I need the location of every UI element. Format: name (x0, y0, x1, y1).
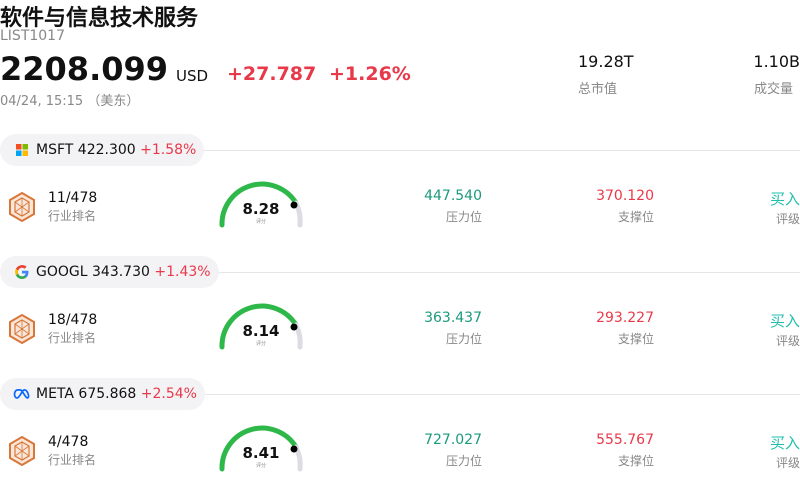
rank-label: 行业排名 (48, 209, 97, 223)
score: 8.41 (242, 444, 280, 462)
stat-label: 成交量 (754, 82, 794, 97)
separator (200, 272, 800, 273)
currency: USD (176, 67, 209, 85)
resistance: 363.437 (424, 310, 482, 326)
stat-value: 19.28T (578, 52, 634, 71)
stock-price: 343.730 (92, 264, 150, 280)
time: 04/24, 15:15 （美东） (0, 94, 140, 109)
support-label: 支撑位 (617, 210, 654, 224)
stat-value: 1.10B (753, 52, 800, 71)
support-label: 支撑位 (617, 332, 654, 346)
score: 8.14 (242, 322, 280, 340)
price: 2208.099 (0, 50, 169, 88)
gauge (216, 303, 306, 357)
support: 555.767 (596, 432, 654, 448)
stock-tag[interactable]: META 675.868 +2.54% (0, 378, 205, 410)
logo (12, 264, 32, 280)
rating-label: 评级 (775, 212, 800, 226)
stock-tag[interactable]: MSFT 422.300 +1.58% (0, 134, 205, 166)
change: +27.787 (227, 63, 317, 85)
resistance-label: 压力位 (445, 332, 482, 346)
gauge (216, 181, 306, 235)
support: 370.120 (596, 188, 654, 204)
rank-icon (8, 313, 36, 348)
gauge (216, 425, 306, 479)
stock-change: +1.43% (154, 264, 211, 280)
rating: 买入 (769, 434, 800, 452)
rating: 买入 (769, 312, 800, 330)
stat-label: 总市值 (578, 82, 618, 97)
ticker: META (36, 386, 74, 402)
resistance-label: 压力位 (445, 210, 482, 224)
stock-change: +1.58% (140, 142, 197, 158)
support-label: 支撑位 (617, 454, 654, 468)
rating-label: 评级 (775, 334, 800, 348)
score-label: 评分 (255, 463, 266, 469)
rank-icon (8, 435, 36, 470)
logo (12, 388, 32, 400)
rank: 18/478 (48, 312, 98, 328)
rating: 买入 (769, 190, 800, 208)
stock-price: 675.868 (78, 386, 137, 402)
rank: 4/478 (48, 434, 89, 450)
ticker: MSFT (36, 142, 74, 158)
stock-tag[interactable]: GOOGL 343.730 +1.43% (0, 256, 219, 288)
score-label: 评分 (255, 341, 266, 347)
separator (200, 150, 800, 151)
score: 8.28 (242, 200, 280, 218)
score-label: 评分 (255, 219, 266, 225)
stock-price: 422.300 (77, 142, 136, 158)
rank: 11/478 (48, 190, 98, 206)
title: 软件与信息技术服务 (0, 6, 199, 31)
rank-icon (8, 191, 36, 226)
logo (12, 144, 32, 156)
stock-change: +2.54% (140, 386, 197, 402)
rank-label: 行业排名 (48, 453, 97, 467)
rank-label: 行业排名 (48, 331, 97, 345)
separator (200, 394, 800, 395)
resistance: 727.027 (424, 432, 482, 448)
change-pct: +1.26% (329, 63, 411, 85)
ticker: GOOGL (36, 264, 88, 280)
rating-label: 评级 (775, 456, 800, 470)
resistance-label: 压力位 (445, 454, 482, 468)
resistance: 447.540 (424, 188, 482, 204)
support: 293.227 (596, 310, 654, 326)
code: LIST1017 (0, 28, 65, 44)
